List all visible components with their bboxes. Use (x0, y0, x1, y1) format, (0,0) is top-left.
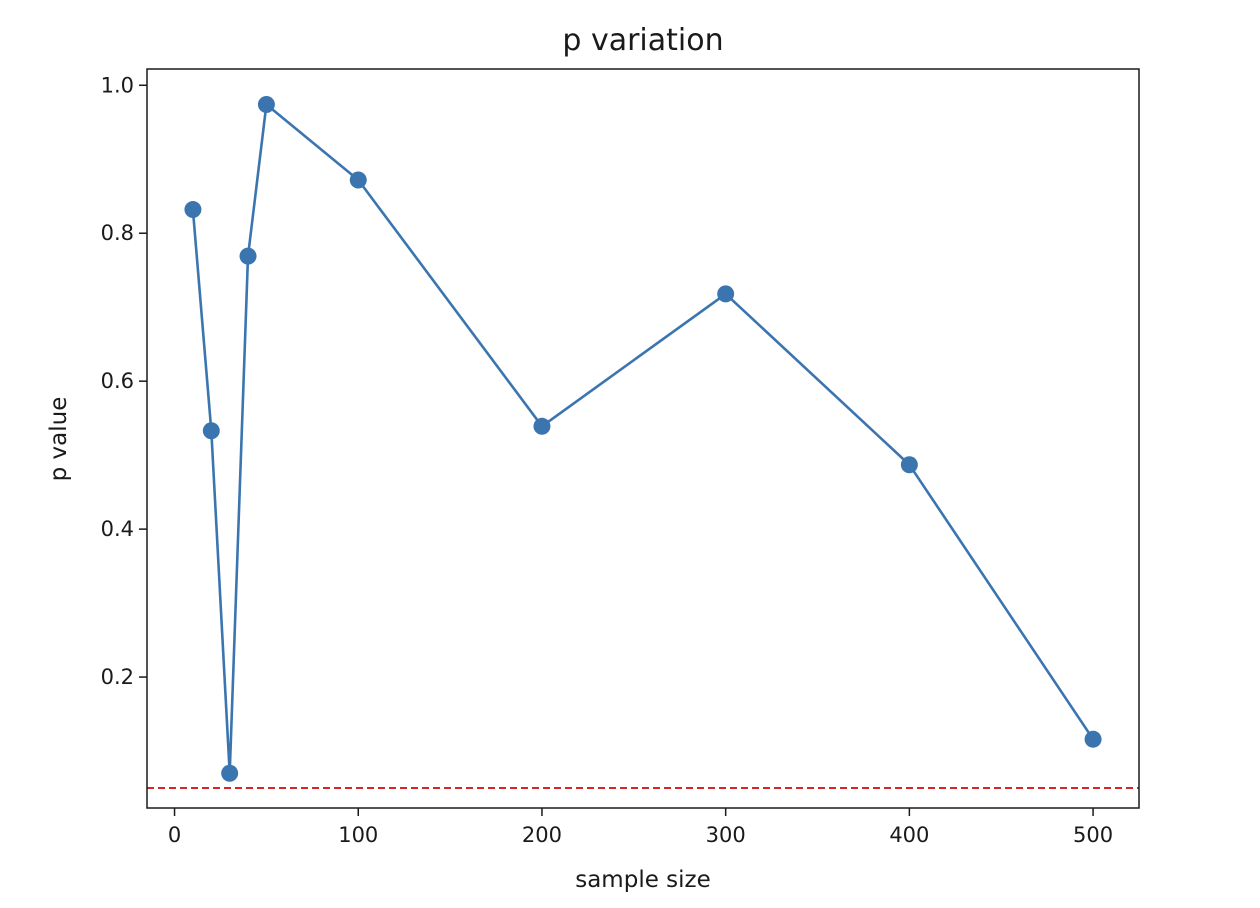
data-point (184, 201, 202, 219)
x-axis-label: sample size (575, 867, 711, 893)
data-point (221, 764, 239, 782)
data-point (900, 456, 918, 474)
chart-title: p variation (562, 23, 723, 58)
y-axis-label: p value (46, 397, 72, 482)
series-line (191, 103, 1095, 775)
y-tick-label: 1.0 (101, 73, 134, 97)
x-tick-label: 400 (889, 823, 929, 847)
y-tick-label: 0.4 (101, 517, 134, 541)
y-tick-label: 0.6 (101, 369, 134, 393)
y-axis: 0.2 0.4 0.6 0.8 1.0 (101, 73, 147, 689)
x-tick-label: 500 (1073, 823, 1113, 847)
x-tick-label: 100 (338, 823, 378, 847)
x-tick-label: 200 (522, 823, 562, 847)
data-point (533, 417, 551, 435)
data-point (717, 285, 735, 303)
y-tick-label: 0.8 (101, 221, 134, 245)
data-point (1084, 730, 1102, 748)
plot-area (147, 96, 1139, 790)
data-point (257, 96, 275, 114)
data-point (239, 247, 257, 265)
x-tick-label: 0 (168, 823, 181, 847)
data-point (202, 422, 220, 440)
y-tick-label: 0.2 (101, 665, 134, 689)
x-tick-label: 300 (706, 823, 746, 847)
data-point (349, 171, 367, 189)
plot-frame (146, 68, 1140, 809)
x-axis: 0 100 200 300 400 500 (168, 808, 1113, 847)
